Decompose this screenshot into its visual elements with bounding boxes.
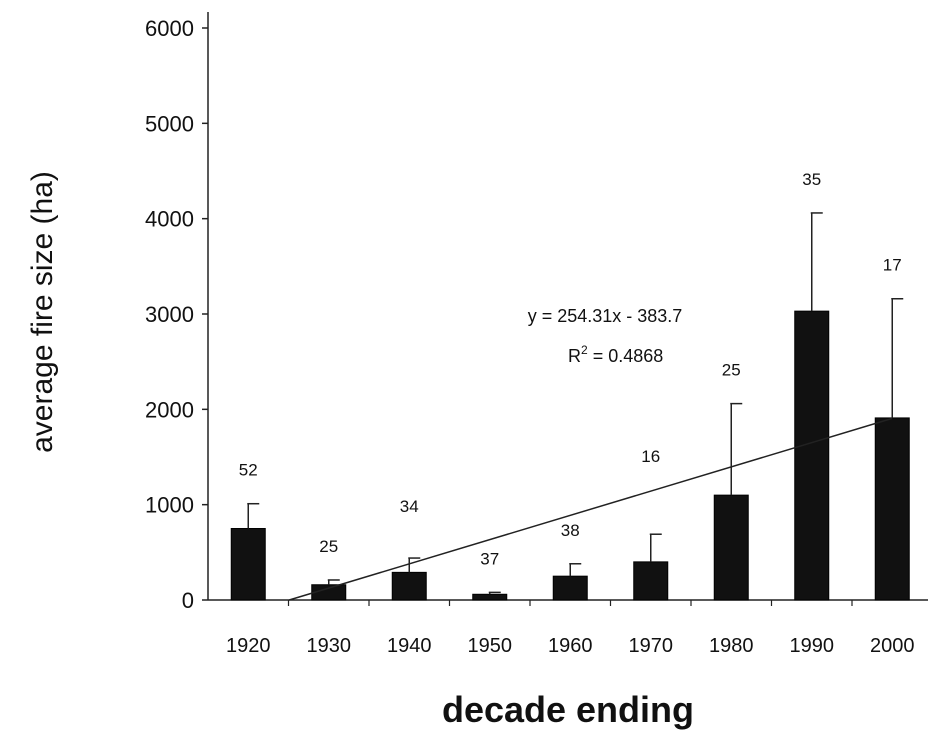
count-label: 37 [480,549,499,568]
x-tick-label: 1990 [790,635,835,657]
trendline-r-squared: R2 = 0.4868 [568,343,663,366]
y-tick-label: 0 [182,588,194,613]
count-label: 25 [319,537,338,556]
y-axis: 0 1000 2000 3000 4000 5000 6000 [145,12,209,613]
bar [794,310,830,601]
count-label: 34 [400,497,419,516]
x-axis-title: decade ending [442,689,694,730]
bar [391,571,427,601]
bar [713,494,749,601]
count-label: 35 [802,170,821,189]
x-tick-label: 1950 [468,635,513,657]
x-tick-label: 1960 [548,635,593,657]
y-tick-label: 3000 [145,302,194,327]
y-tick-label: 2000 [145,397,194,422]
count-label: 38 [561,521,580,540]
bar [472,593,508,601]
y-tick-label: 5000 [145,111,194,136]
y-tick-label: 6000 [145,16,194,41]
trendline-group [288,417,893,601]
r-squared-superscript: 2 [581,343,588,357]
bar [552,575,588,601]
error-bars [247,212,904,595]
count-label: 17 [883,256,902,275]
trendline [288,417,893,601]
count-label: 16 [641,447,660,466]
r-squared-value: = 0.4868 [588,346,664,366]
x-tick-label: 1970 [629,635,674,657]
count-label: 52 [239,461,258,480]
bars [230,310,910,601]
x-axis: 1920 1930 1940 1950 1960 1970 1980 1990 2000 [208,599,928,657]
y-axis-title: average fire size (ha) [26,171,59,453]
bar [230,528,266,601]
y-tick-label: 1000 [145,493,194,518]
x-tick-label: 1920 [226,635,271,657]
x-tick-label: 2000 [870,635,915,657]
r-squared-prefix: R [568,346,581,366]
y-tick-label: 4000 [145,207,194,232]
sample-counts: 52 25 34 37 38 16 25 35 17 [239,170,902,568]
x-tick-label: 1930 [307,635,352,657]
bar [633,561,669,601]
x-tick-label: 1980 [709,635,754,657]
count-label: 25 [722,361,741,380]
trendline-equation: y = 254.31x - 383.7 [528,306,683,326]
x-tick-label: 1940 [387,635,432,657]
bar [874,417,910,601]
